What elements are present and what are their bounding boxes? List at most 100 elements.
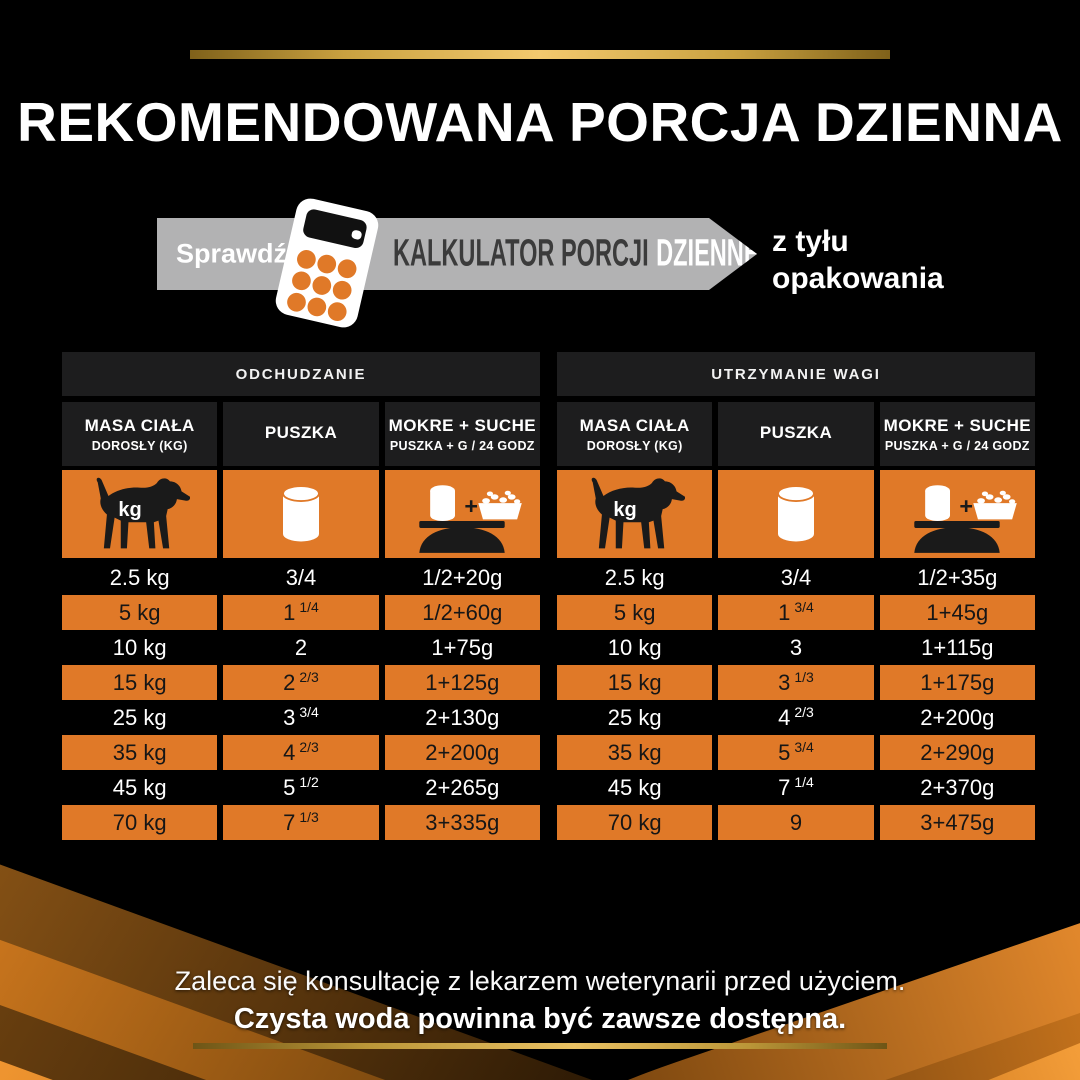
cell-can: 7 1/3 bbox=[223, 805, 379, 840]
table-row: 70 kg 9 3+475g bbox=[557, 805, 1035, 840]
table-rows: 2.5 kg 3/4 1/2+20g 5 kg 1 1/4 1/2+60g 10 kg 2 1+7… bbox=[62, 560, 540, 840]
gold-divider-bottom bbox=[193, 1043, 887, 1049]
cell-weight: 25 kg bbox=[607, 704, 662, 730]
scale-icon: + bbox=[384, 470, 540, 558]
footer-advice-text: Zaleca się konsultację z lekarzem wetery… bbox=[174, 966, 906, 996]
calculator-banner: Sprawdź KALKULATOR PORCJI DZIENNEJ bbox=[157, 218, 757, 290]
cell-weight: 2.5 kg bbox=[109, 564, 170, 590]
cell-mix: 1/2+60g bbox=[384, 595, 540, 630]
table-utrzymanie-wagi: UTRZYMANIE WAGI MASA CIAŁA DOROSŁY (KG) … bbox=[557, 352, 1035, 840]
dog-kg-label: kg bbox=[613, 499, 636, 521]
cell-weight: 45 kg bbox=[607, 774, 662, 800]
svg-text:+: + bbox=[960, 493, 974, 519]
cell-mix: 2+265g bbox=[425, 774, 500, 800]
table-row: 45 kg 7 1/4 2+370g bbox=[557, 770, 1035, 805]
cell-weight: 10 kg bbox=[607, 634, 662, 660]
back-label-line2: opakowania bbox=[772, 262, 944, 295]
cell-can: 4 2/3 bbox=[778, 703, 814, 730]
cell-can: 3 bbox=[789, 634, 803, 660]
cell-weight: 35 kg bbox=[557, 735, 713, 770]
back-label-line1: z tyłu bbox=[772, 225, 849, 258]
cell-weight: 2.5 kg bbox=[604, 564, 665, 590]
cell-mix: 1/2+20g bbox=[422, 564, 503, 590]
cell-mix: 2+200g bbox=[920, 704, 995, 730]
cell-mix: 2+200g bbox=[384, 735, 540, 770]
cell-weight: 15 kg bbox=[62, 665, 218, 700]
cell-weight: 10 kg bbox=[112, 634, 167, 660]
cell-can: 1 1/4 bbox=[223, 595, 379, 630]
cell-mix: 1+45g bbox=[879, 595, 1035, 630]
calc-label-dark: KALKULATOR PORCJI bbox=[393, 232, 649, 275]
table-row: 10 kg 2 1+75g bbox=[62, 630, 540, 665]
cell-mix: 1+175g bbox=[879, 665, 1035, 700]
cell-can: 3 3/4 bbox=[283, 703, 319, 730]
cell-can: 2 bbox=[294, 634, 308, 660]
banner-back-label: z tyłu opakowania bbox=[772, 223, 944, 297]
table-row: 5 kg 1 3/4 1+45g bbox=[557, 595, 1035, 630]
table-row: 5 kg 1 1/4 1/2+60g bbox=[62, 595, 540, 630]
table-row: 35 kg 4 2/3 2+200g bbox=[62, 735, 540, 770]
table-title: ODCHUDZANIE bbox=[62, 352, 540, 396]
cell-weight: 5 kg bbox=[557, 595, 713, 630]
column-header-can: PUSZKA bbox=[223, 402, 379, 466]
column-header-mix: MOKRE + SUCHE PUSZKA + G / 24 GODZ bbox=[879, 402, 1035, 466]
cell-weight: 45 kg bbox=[112, 774, 167, 800]
table-row: 10 kg 3 1+115g bbox=[557, 630, 1035, 665]
cell-weight: 35 kg bbox=[62, 735, 218, 770]
cell-weight: 25 kg bbox=[112, 704, 167, 730]
scale-icon: + bbox=[879, 470, 1035, 558]
table-row: 2.5 kg 3/4 1/2+20g bbox=[62, 560, 540, 595]
cell-can: 9 bbox=[718, 805, 874, 840]
column-header-weight: MASA CIAŁA DOROSŁY (KG) bbox=[62, 402, 218, 466]
table-rows: 2.5 kg 3/4 1/2+35g 5 kg 1 3/4 1+45g 10 kg 3 1+115… bbox=[557, 560, 1035, 840]
page-title: REKOMENDOWANA PORCJA DZIENNA bbox=[17, 91, 1063, 153]
cell-mix: 1+125g bbox=[384, 665, 540, 700]
cell-weight: 70 kg bbox=[557, 805, 713, 840]
can-icon bbox=[223, 470, 379, 558]
cell-mix: 2+130g bbox=[425, 704, 500, 730]
cell-mix: 1+115g bbox=[921, 634, 994, 660]
footer-water-text: Czysta woda powinna być zawsze dostępna. bbox=[233, 1003, 847, 1035]
table-odchudzanie: ODCHUDZANIE MASA CIAŁA DOROSŁY (KG) PUSZ… bbox=[62, 352, 540, 840]
cell-mix: 2+370g bbox=[920, 774, 995, 800]
cell-can: 2 2/3 bbox=[223, 665, 379, 700]
dog-weight-icon: kg bbox=[557, 470, 713, 558]
cell-can: 3 1/3 bbox=[718, 665, 874, 700]
cell-mix: 1/2+35g bbox=[917, 564, 998, 590]
table-row: 2.5 kg 3/4 1/2+35g bbox=[557, 560, 1035, 595]
cell-weight: 15 kg bbox=[557, 665, 713, 700]
can-icon bbox=[718, 470, 874, 558]
cell-can: 7 1/4 bbox=[778, 773, 814, 800]
table-row: 15 kg 2 2/3 1+125g bbox=[62, 665, 540, 700]
column-header-mix: MOKRE + SUCHE PUSZKA + G / 24 GODZ bbox=[384, 402, 540, 466]
column-header-weight: MASA CIAŁA DOROSŁY (KG) bbox=[557, 402, 713, 466]
column-header-can: PUSZKA bbox=[718, 402, 874, 466]
banner-calc-label: KALKULATOR PORCJI DZIENNEJ bbox=[393, 232, 757, 276]
table-title: UTRZYMANIE WAGI bbox=[557, 352, 1035, 396]
table-row: 35 kg 5 3/4 2+290g bbox=[557, 735, 1035, 770]
cell-mix: 3+475g bbox=[879, 805, 1035, 840]
table-row: 70 kg 7 1/3 3+335g bbox=[62, 805, 540, 840]
cell-can: 5 1/2 bbox=[283, 773, 319, 800]
table-row: 45 kg 5 1/2 2+265g bbox=[62, 770, 540, 805]
cell-can: 1 3/4 bbox=[718, 595, 874, 630]
cell-weight: 70 kg bbox=[62, 805, 218, 840]
cell-weight: 5 kg bbox=[62, 595, 218, 630]
table-row: 25 kg 4 2/3 2+200g bbox=[557, 700, 1035, 735]
dog-kg-label: kg bbox=[118, 499, 141, 521]
dog-weight-icon: kg bbox=[62, 470, 218, 558]
gold-divider-top bbox=[190, 50, 890, 59]
table-row: 25 kg 3 3/4 2+130g bbox=[62, 700, 540, 735]
table-row: 15 kg 3 1/3 1+175g bbox=[557, 665, 1035, 700]
cell-mix: 3+335g bbox=[384, 805, 540, 840]
cell-mix: 2+290g bbox=[879, 735, 1035, 770]
calculator-icon bbox=[270, 193, 384, 334]
svg-text:+: + bbox=[465, 493, 479, 519]
cell-can: 4 2/3 bbox=[223, 735, 379, 770]
cell-mix: 1+75g bbox=[431, 634, 494, 660]
cell-can: 3/4 bbox=[285, 564, 317, 590]
cell-can: 5 3/4 bbox=[718, 735, 874, 770]
banner-check-label: Sprawdź bbox=[176, 238, 288, 269]
cell-can: 3/4 bbox=[780, 564, 812, 590]
